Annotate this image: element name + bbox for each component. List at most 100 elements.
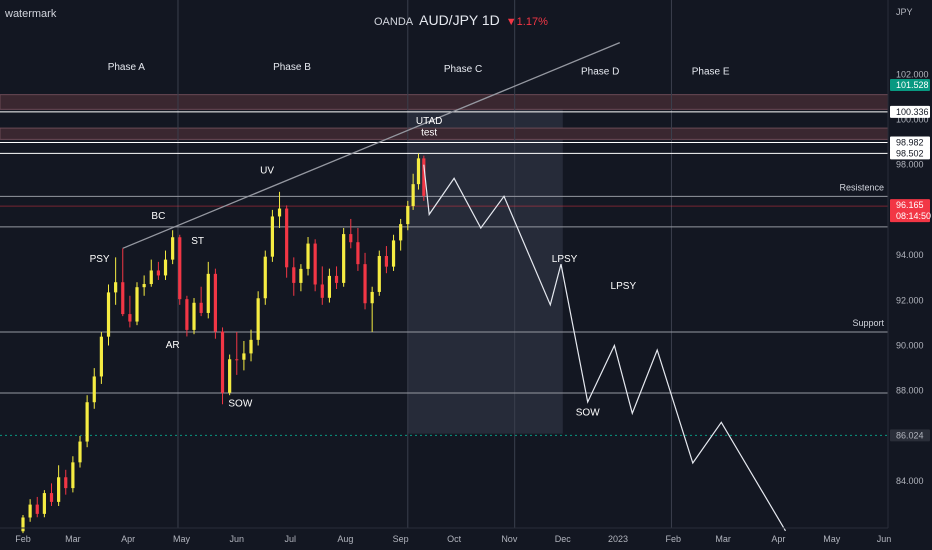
price-tag-label: 98.982 bbox=[896, 138, 924, 148]
candle-body bbox=[135, 287, 139, 322]
candle-body bbox=[370, 291, 374, 304]
phase-label: Phase D bbox=[581, 66, 619, 77]
time-axis-label: Oct bbox=[447, 534, 462, 544]
symbol-label[interactable]: AUD/JPY 1D bbox=[419, 12, 500, 28]
candle-body bbox=[270, 216, 275, 257]
level-label: Resistence bbox=[839, 182, 884, 192]
highlight-region bbox=[407, 96, 563, 434]
candle-body bbox=[71, 462, 75, 489]
candle-body bbox=[320, 284, 324, 298]
currency-label: JPY bbox=[896, 7, 913, 17]
wyckoff-annotation: PSY bbox=[90, 254, 110, 265]
price-tag bbox=[890, 105, 930, 118]
candle-body bbox=[85, 402, 89, 442]
candle-body bbox=[342, 234, 346, 283]
price-tag bbox=[890, 78, 930, 91]
candle-body bbox=[199, 302, 203, 313]
candle-body bbox=[156, 270, 160, 276]
price-tag-label: 101.528 bbox=[896, 80, 929, 90]
time-axis-label: Apr bbox=[121, 534, 135, 544]
time-axis-label: May bbox=[823, 534, 841, 544]
candle-body bbox=[285, 208, 289, 268]
candle-body bbox=[363, 264, 367, 304]
candle-body bbox=[192, 302, 196, 330]
candle-body bbox=[171, 237, 175, 260]
candle-body bbox=[49, 493, 54, 502]
candle-body bbox=[377, 256, 381, 292]
candle-body bbox=[334, 275, 339, 283]
phase-label: Phase E bbox=[692, 66, 730, 77]
time-axis-label: Apr bbox=[771, 534, 785, 544]
candle-body bbox=[292, 267, 296, 283]
candle-body bbox=[349, 234, 353, 243]
candle-body bbox=[228, 359, 232, 393]
candle-body bbox=[313, 243, 317, 285]
candle-body bbox=[220, 331, 225, 393]
time-axis-label: 2023 bbox=[608, 534, 628, 544]
wyckoff-annotation: test bbox=[421, 127, 437, 138]
candle-body bbox=[306, 243, 310, 269]
candle-body bbox=[399, 224, 403, 241]
phase-label: Phase C bbox=[444, 64, 482, 75]
candle-body bbox=[256, 298, 260, 340]
price-tag bbox=[890, 147, 930, 160]
price-tag-label: 86.024 bbox=[896, 430, 924, 440]
time-axis-label: Nov bbox=[501, 534, 518, 544]
time-axis-label: Mar bbox=[715, 534, 731, 544]
time-axis-label: Jul bbox=[284, 534, 296, 544]
candle-body bbox=[235, 359, 239, 361]
candle-body bbox=[99, 336, 103, 377]
price-change-label: ▼1.17% bbox=[505, 16, 548, 28]
candle-body bbox=[64, 477, 68, 489]
candle-body bbox=[57, 477, 61, 502]
candle-body bbox=[263, 256, 267, 299]
price-tag-label: 98.502 bbox=[896, 148, 924, 158]
candle-body bbox=[92, 376, 96, 403]
candle-body bbox=[106, 292, 111, 337]
price-axis-tick-label: 94.000 bbox=[896, 250, 924, 260]
time-axis-label: Sep bbox=[393, 534, 409, 544]
candle-body bbox=[213, 273, 217, 332]
projection-path[interactable] bbox=[423, 164, 787, 532]
time-axis-label: Jun bbox=[877, 534, 892, 544]
candle-body bbox=[121, 282, 125, 315]
candle-body bbox=[422, 158, 426, 196]
time-axis-label: Aug bbox=[337, 534, 353, 544]
candle-body bbox=[178, 237, 182, 300]
candle-body bbox=[242, 353, 246, 360]
wyckoff-annotation: UV bbox=[260, 166, 274, 177]
price-tag bbox=[890, 136, 930, 149]
trendline[interactable] bbox=[122, 42, 621, 249]
broker-label: OANDA bbox=[374, 16, 414, 28]
resistance-zone bbox=[0, 94, 889, 110]
wyckoff-annotation: ST bbox=[191, 236, 204, 247]
price-tag-label: 100.336 bbox=[896, 107, 929, 117]
wyckoff-annotation: AR bbox=[166, 340, 180, 351]
candle-body bbox=[128, 314, 132, 322]
price-axis-tick-label: 100.000 bbox=[896, 115, 929, 125]
wyckoff-annotation: SOW bbox=[228, 399, 252, 410]
candle-body bbox=[299, 268, 303, 283]
price-axis-tick-label: 102.000 bbox=[896, 69, 929, 79]
candle-body bbox=[356, 242, 360, 265]
candle-body bbox=[35, 504, 39, 514]
wyckoff-annotation: SOW bbox=[576, 408, 600, 419]
chart-title: OANDA AUD/JPY 1D ▼1.17% bbox=[374, 12, 548, 28]
candle-body bbox=[163, 259, 168, 276]
price-axis-tick-label: 90.000 bbox=[896, 341, 924, 351]
candle-body bbox=[42, 493, 46, 514]
candle-body bbox=[78, 441, 82, 463]
price-tag-label: 96.165 bbox=[896, 200, 924, 210]
phase-label: Phase B bbox=[273, 62, 311, 73]
wyckoff-annotation: UTAD bbox=[416, 116, 442, 127]
candle-body bbox=[249, 339, 253, 354]
time-axis-label: Dec bbox=[555, 534, 572, 544]
candle-body bbox=[277, 208, 282, 217]
wyckoff-annotation: BC bbox=[151, 211, 165, 222]
candle-body bbox=[185, 299, 189, 330]
candle-body bbox=[391, 240, 396, 267]
candle-body bbox=[406, 206, 410, 225]
price-tag bbox=[890, 429, 930, 442]
price-axis-tick-label: 88.000 bbox=[896, 386, 924, 396]
